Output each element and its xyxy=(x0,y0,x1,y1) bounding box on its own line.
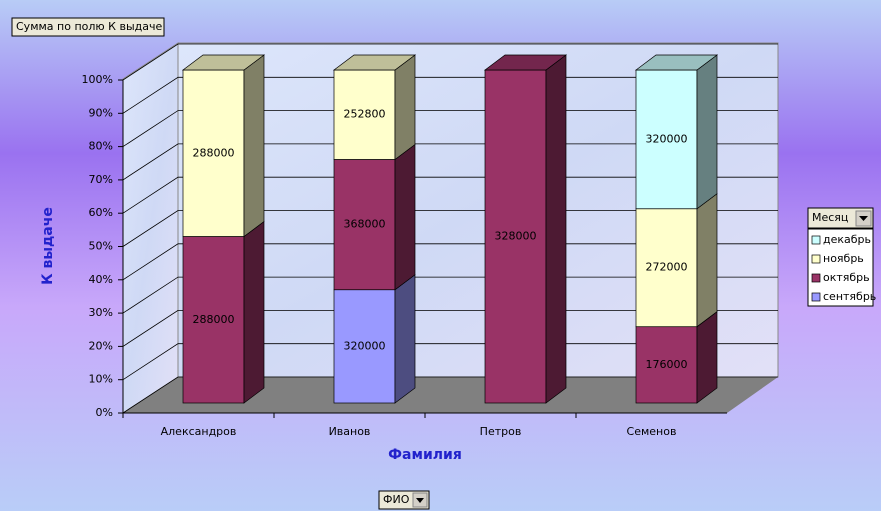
data-label: 288000 xyxy=(193,313,235,326)
legend-label: ноябрь xyxy=(823,252,864,265)
y-tick-label: 90% xyxy=(89,106,113,119)
bar-side xyxy=(394,274,416,404)
legend-label: сентябрь xyxy=(823,290,876,303)
x-field-button[interactable]: ФИО xyxy=(378,490,430,510)
y-tick-label: 50% xyxy=(89,240,113,253)
y-tick-label: 60% xyxy=(89,206,113,219)
button-box xyxy=(11,17,165,37)
legend-swatch xyxy=(811,235,821,245)
grid-line xyxy=(122,43,778,81)
x-tick-label: Александров xyxy=(161,425,237,438)
grid-line xyxy=(122,143,778,181)
data-label: 320000 xyxy=(344,339,386,352)
bar-top xyxy=(332,54,417,71)
legend-swatch xyxy=(811,254,821,264)
button-label: Сумма по полю К выдаче xyxy=(16,20,162,33)
y-tick-label: 80% xyxy=(89,140,113,153)
grid-line xyxy=(122,376,778,414)
bar-side xyxy=(394,143,416,291)
grid-line xyxy=(122,243,778,281)
data-label: 320000 xyxy=(646,132,688,145)
y-axis-title: К выдаче xyxy=(40,207,56,285)
bar-side xyxy=(545,54,567,404)
data-label: 176000 xyxy=(646,358,688,371)
bar-segment xyxy=(333,159,396,291)
legend-label: октябрь xyxy=(823,271,870,284)
y-tick-label: 100% xyxy=(82,73,113,86)
legend-field-button[interactable]: Месяц xyxy=(807,207,874,229)
x-axis-title: Фамилия xyxy=(388,447,462,463)
bar-side xyxy=(243,220,265,404)
x-tick-label: Иванов xyxy=(329,425,371,438)
button-label: Месяц xyxy=(812,211,848,224)
floor xyxy=(123,377,778,413)
bar-side xyxy=(243,54,265,238)
bar-side xyxy=(696,54,718,210)
grid-line xyxy=(122,343,778,381)
bar-side xyxy=(394,54,416,161)
grid-line xyxy=(122,110,778,147)
x-tick-label: Петров xyxy=(480,425,522,438)
data-label: 272000 xyxy=(646,261,688,274)
y-tick-label: 70% xyxy=(89,173,113,186)
legend-label: декабрь xyxy=(823,233,871,246)
button-label: ФИО xyxy=(383,493,410,506)
bar-segment xyxy=(182,236,245,404)
y-tick-label: 40% xyxy=(89,273,113,286)
grid-line xyxy=(122,176,778,214)
grid-line xyxy=(122,310,778,347)
legend-swatch xyxy=(811,273,821,283)
legend-swatch xyxy=(811,292,821,302)
arrow-glyph xyxy=(859,216,868,221)
bar-top xyxy=(181,54,266,71)
grid-line xyxy=(122,276,778,314)
bar-top xyxy=(634,54,719,71)
bar-segment xyxy=(333,289,396,404)
grid-line xyxy=(122,76,778,114)
y-tick-label: 10% xyxy=(89,373,113,386)
bar-side xyxy=(696,193,718,328)
side-wall xyxy=(122,42,179,414)
y-tick-label: 20% xyxy=(89,339,113,352)
y-tick-label: 0% xyxy=(96,406,113,419)
bar-top xyxy=(483,54,568,71)
bar-segment xyxy=(484,69,547,404)
bar-segment xyxy=(635,326,698,404)
pivot-field-button[interactable]: Сумма по полю К выдаче xyxy=(11,17,165,37)
bar-side xyxy=(696,310,718,404)
data-label: 328000 xyxy=(495,230,537,243)
x-tick-label: Семенов xyxy=(627,425,677,438)
grid-line xyxy=(122,210,778,247)
y-tick-label: 30% xyxy=(89,306,113,319)
bar-segment xyxy=(333,69,396,160)
arrow-glyph xyxy=(416,498,424,503)
data-label: 368000 xyxy=(344,218,386,231)
bar-segment xyxy=(182,69,245,237)
data-label: 252800 xyxy=(344,108,386,121)
data-label: 288000 xyxy=(193,146,235,159)
